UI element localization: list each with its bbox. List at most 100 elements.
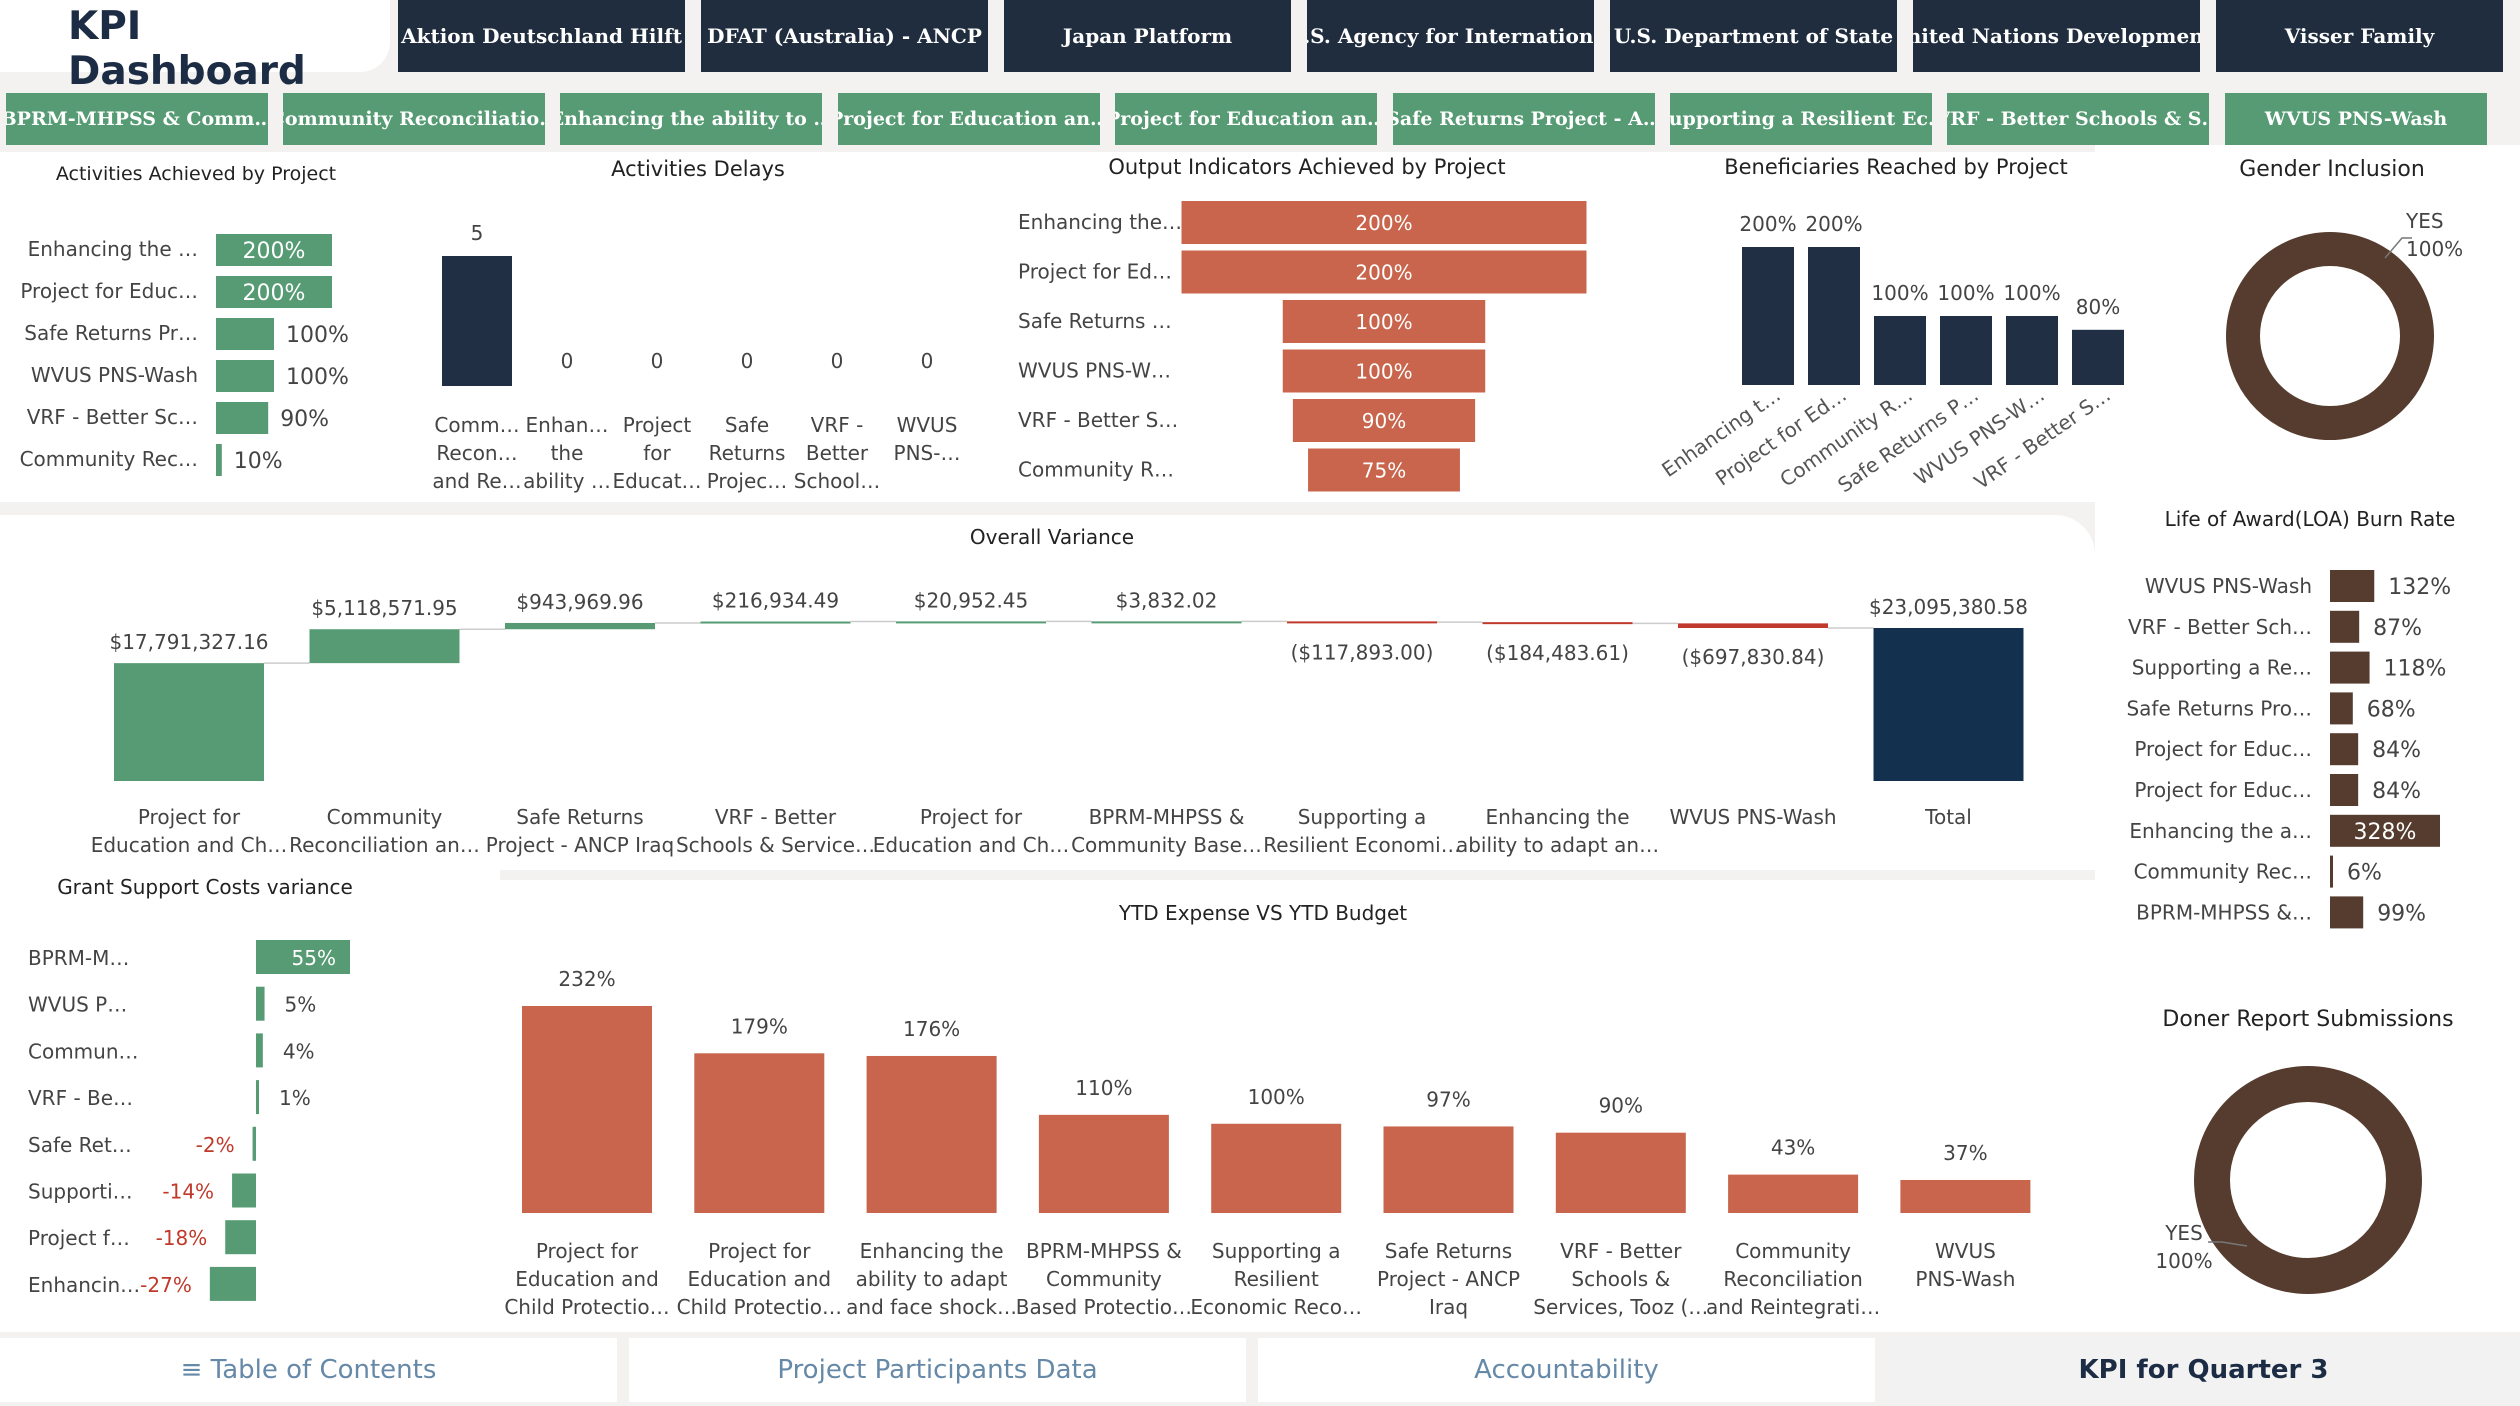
project-filter-button[interactable]: Supporting a Resilient Ec… — [1670, 93, 1932, 145]
ytd-expense-category: Economic Reco… — [1190, 1295, 1362, 1319]
project-filter-button[interactable]: Project for Education an… — [838, 93, 1100, 145]
overall-variance-category: WVUS PNS-Wash — [1669, 805, 1836, 829]
output-indicators-bar — [1181, 250, 1587, 294]
loa-burn-label: 118% — [2384, 657, 2447, 682]
activities-achieved-label: 10% — [234, 449, 283, 474]
activities-achieved-bar — [216, 444, 222, 476]
activities-delays-category: for — [643, 441, 671, 465]
ytd-expense-bar — [1728, 1174, 1859, 1213]
ytd-expense-label: 90% — [1599, 1094, 1643, 1118]
activities-delays-category: Returns — [709, 441, 786, 465]
overall-variance-label: ($117,893.00) — [1291, 640, 1434, 664]
gender-inclusion-label: YES — [2405, 209, 2444, 233]
ytd-expense-category: ability to adapt — [856, 1267, 1008, 1291]
beneficiaries-label: 200% — [1739, 212, 1796, 236]
overall-variance-bar — [1091, 621, 1242, 624]
overall-variance-category: Enhancing the — [1485, 805, 1629, 829]
grant-support-category: WVUS P… — [28, 993, 127, 1017]
loa-burn-category: Safe Returns Pro… — [2126, 696, 2312, 720]
gender-inclusion-value: 100% — [2406, 237, 2463, 261]
ytd-expense-category: WVUS — [1935, 1239, 1996, 1263]
output-indicators-category: Project for Ed… — [1018, 260, 1172, 284]
project-filter-button[interactable]: VRF - Better Schools & S… — [1947, 93, 2209, 145]
output-indicators-label: 75% — [1362, 459, 1406, 483]
overall-variance-label: ($697,830.84) — [1682, 645, 1825, 669]
donor-filter-button[interactable]: U.S. Agency for Internation… — [1307, 0, 1594, 72]
project-filter-button[interactable]: BPRM-MHPSS & Comm… — [6, 93, 268, 145]
project-filter-button[interactable]: Safe Returns Project - A… — [1393, 93, 1655, 145]
ytd-expense-category: Supporting a — [1212, 1239, 1341, 1263]
donor-report-label: YES — [2164, 1221, 2203, 1245]
activities-delays-category: Safe — [725, 413, 769, 437]
nav-tab-button[interactable]: KPI for Quarter 3 — [1887, 1338, 2520, 1402]
overall-variance-category: Reconciliation an… — [289, 833, 480, 857]
project-filter-button[interactable]: Project for Education an… — [1115, 93, 1377, 145]
donor-filter-button[interactable]: United Nations Developmen… — [1913, 0, 2200, 72]
ytd-expense-bar — [1038, 1114, 1169, 1213]
grant-support-label: 5% — [285, 993, 317, 1017]
output-indicators-bar — [1282, 300, 1486, 343]
donor-report-ring — [2194, 1066, 2422, 1294]
donor-filter-button[interactable]: Visser Family — [2216, 0, 2503, 72]
beneficiaries-label: 100% — [2003, 281, 2060, 305]
activities-delays-label: 0 — [561, 349, 574, 373]
loa-burn-bar — [2330, 855, 2333, 888]
activities-delays-label: 0 — [831, 349, 844, 373]
donor-filter-button[interactable]: Aktion Deutschland Hilft — [398, 0, 685, 72]
donor-filter-button[interactable]: DFAT (Australia) - ANCP — [701, 0, 988, 72]
loa-burn-label: 68% — [2367, 697, 2416, 722]
grant-support-category: Supporti… — [28, 1180, 133, 1204]
ytd-expense-bar — [866, 1055, 997, 1213]
overall-variance-bar — [1482, 622, 1633, 625]
grant-support-category: Commun… — [28, 1039, 139, 1063]
output-indicators-category: VRF - Better S… — [1018, 408, 1178, 432]
project-filter-button[interactable]: Enhancing the ability to … — [560, 93, 822, 145]
loa-burn-bar — [2330, 651, 2370, 684]
loa-burn-bar — [2330, 733, 2359, 766]
overall-variance-category: Project - ANCP Iraq — [486, 833, 674, 857]
grant-support-bar — [256, 986, 265, 1021]
activities-achieved-bar — [216, 360, 274, 392]
loa-burn-category: Community Rec… — [2134, 860, 2312, 884]
activities-achieved-category: WVUS PNS-Wash — [31, 363, 198, 387]
activities-delays-category: the — [551, 441, 584, 465]
output-indicators-category: Enhancing the… — [1018, 210, 1182, 234]
ytd-expense-category: Resilient — [1234, 1267, 1319, 1291]
nav-tab-button[interactable]: Project Participants Data — [629, 1338, 1246, 1402]
overall-variance-bar — [309, 629, 460, 664]
overall-variance-category: Schools & Service… — [676, 833, 875, 857]
ytd-expense-category: Community — [1046, 1267, 1162, 1291]
loa-burn-bar — [2330, 774, 2359, 806]
grant-support-bar — [256, 940, 350, 974]
donor-filter-button[interactable]: Japan Platform — [1004, 0, 1291, 72]
donor-filter-button[interactable]: U.S. Department of State — [1610, 0, 1897, 72]
ytd-expense-category: Iraq — [1429, 1295, 1468, 1319]
output-indicators-bar — [1292, 399, 1476, 442]
grant-support-bar — [252, 1126, 256, 1161]
loa-burn-label: 328% — [2354, 820, 2417, 845]
nav-tab-button[interactable]: ≡ Table of Contents — [0, 1338, 617, 1402]
ytd-expense-category: VRF - Better — [1560, 1239, 1682, 1263]
loa-burn-category: VRF - Better Sch… — [2128, 615, 2312, 639]
grant-support-label: -18% — [156, 1226, 208, 1250]
project-filter-button[interactable]: Community Reconciliatio… — [283, 93, 545, 145]
nav-tab-button[interactable]: Accountability — [1258, 1338, 1875, 1402]
loa-burn-bar — [2330, 570, 2375, 602]
ytd-expense-category: Community — [1735, 1239, 1851, 1263]
loa-burn-label: 6% — [2347, 861, 2382, 886]
grant-support-label: 55% — [292, 946, 336, 970]
activities-delays-category: Better — [806, 441, 869, 465]
ytd-expense-category: Education and — [688, 1267, 832, 1291]
ytd-expense-category: and face shock… — [846, 1295, 1017, 1319]
grant-support-category: BPRM-M… — [28, 946, 129, 970]
beneficiaries-bar — [1808, 247, 1860, 385]
output-indicators-label: 200% — [1355, 211, 1412, 235]
activities-delays-label: 5 — [471, 221, 484, 245]
loa-burn-category: Supporting a Re… — [2132, 656, 2312, 680]
project-filter-button[interactable]: WVUS PNS-Wash — [2225, 93, 2487, 145]
grant-support-category: Safe Ret… — [28, 1133, 132, 1157]
overall-variance-category: Community — [327, 805, 443, 829]
gender-inclusion-ring — [2226, 232, 2434, 440]
overall-variance-label: $23,095,380.58 — [1869, 595, 2028, 619]
output-indicators-category: Safe Returns … — [1018, 309, 1172, 333]
